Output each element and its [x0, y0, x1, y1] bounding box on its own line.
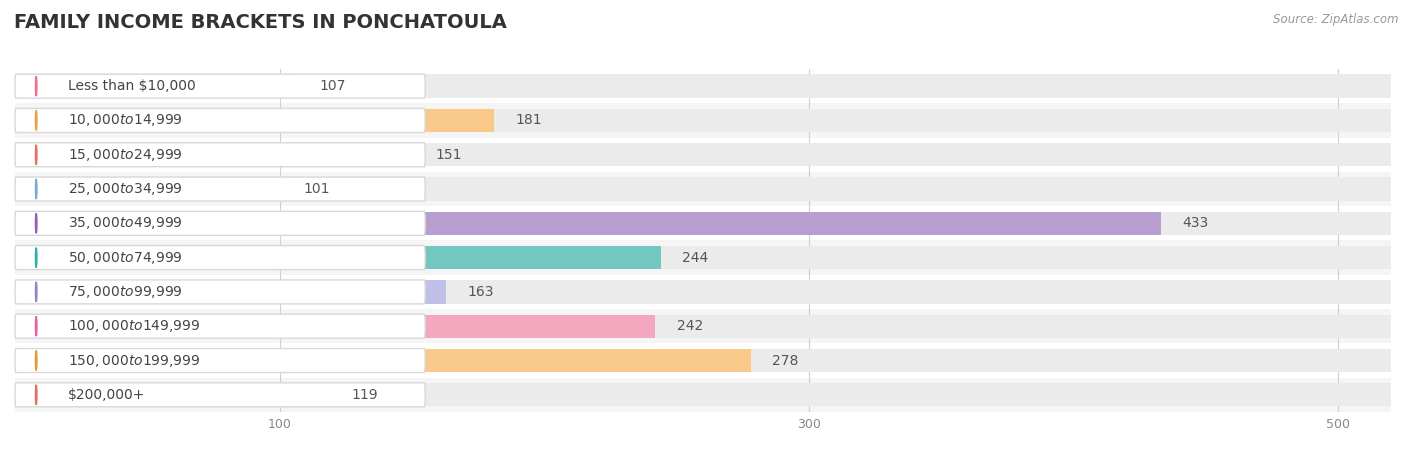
Bar [15, 240, 1391, 275]
Circle shape [35, 76, 37, 96]
Circle shape [35, 316, 37, 336]
Bar [15, 177, 1391, 201]
FancyBboxPatch shape [15, 383, 425, 407]
Bar [15, 138, 1391, 172]
Circle shape [35, 248, 37, 268]
Circle shape [35, 111, 37, 130]
Bar [15, 315, 655, 338]
Circle shape [35, 351, 37, 370]
FancyBboxPatch shape [15, 177, 425, 201]
Circle shape [35, 282, 37, 302]
Circle shape [35, 213, 37, 233]
FancyBboxPatch shape [15, 280, 425, 304]
Text: $35,000 to $49,999: $35,000 to $49,999 [67, 215, 183, 231]
Circle shape [35, 179, 37, 199]
Text: 119: 119 [352, 388, 378, 402]
Bar [15, 280, 1391, 304]
Bar [15, 275, 1391, 309]
Bar [15, 309, 1391, 343]
Text: 101: 101 [304, 182, 330, 196]
Text: 433: 433 [1182, 216, 1208, 230]
FancyBboxPatch shape [15, 108, 425, 132]
Bar [15, 212, 1161, 235]
Bar [15, 172, 1391, 206]
Text: $10,000 to $14,999: $10,000 to $14,999 [67, 112, 183, 128]
Circle shape [35, 385, 37, 405]
Bar [15, 246, 661, 269]
Bar [15, 206, 1391, 240]
Text: Source: ZipAtlas.com: Source: ZipAtlas.com [1274, 14, 1399, 27]
Text: $200,000+: $200,000+ [67, 388, 145, 402]
Text: 181: 181 [515, 113, 541, 127]
Text: 242: 242 [676, 319, 703, 333]
Bar [15, 343, 1391, 378]
FancyBboxPatch shape [15, 246, 425, 270]
Bar [15, 143, 415, 166]
Bar [15, 246, 1391, 269]
Text: 278: 278 [772, 354, 799, 368]
Bar [15, 383, 330, 406]
Text: Less than $10,000: Less than $10,000 [67, 79, 195, 93]
FancyBboxPatch shape [15, 314, 425, 338]
Text: $100,000 to $149,999: $100,000 to $149,999 [67, 318, 201, 334]
FancyBboxPatch shape [15, 143, 425, 167]
Text: $25,000 to $34,999: $25,000 to $34,999 [67, 181, 183, 197]
Bar [15, 378, 1391, 412]
Bar [15, 212, 1391, 235]
Text: 244: 244 [682, 251, 709, 265]
Text: 151: 151 [436, 148, 463, 162]
Text: $50,000 to $74,999: $50,000 to $74,999 [67, 250, 183, 266]
Bar [15, 109, 1391, 132]
Bar [15, 349, 751, 372]
Text: 107: 107 [319, 79, 346, 93]
Bar [15, 383, 1391, 406]
Text: $150,000 to $199,999: $150,000 to $199,999 [67, 352, 201, 369]
Bar [15, 143, 1391, 166]
FancyBboxPatch shape [15, 348, 425, 373]
Text: $75,000 to $99,999: $75,000 to $99,999 [67, 284, 183, 300]
Bar [15, 280, 446, 304]
FancyBboxPatch shape [15, 212, 425, 235]
Bar [15, 177, 283, 201]
Bar [15, 75, 298, 98]
Bar [15, 69, 1391, 104]
Text: 163: 163 [468, 285, 494, 299]
Bar [15, 104, 1391, 138]
Bar [15, 349, 1391, 372]
Text: FAMILY INCOME BRACKETS IN PONCHATOULA: FAMILY INCOME BRACKETS IN PONCHATOULA [14, 14, 508, 32]
FancyBboxPatch shape [15, 74, 425, 98]
Bar [15, 109, 494, 132]
Bar [15, 315, 1391, 338]
Text: $15,000 to $24,999: $15,000 to $24,999 [67, 147, 183, 163]
Bar [15, 75, 1391, 98]
Circle shape [35, 145, 37, 165]
